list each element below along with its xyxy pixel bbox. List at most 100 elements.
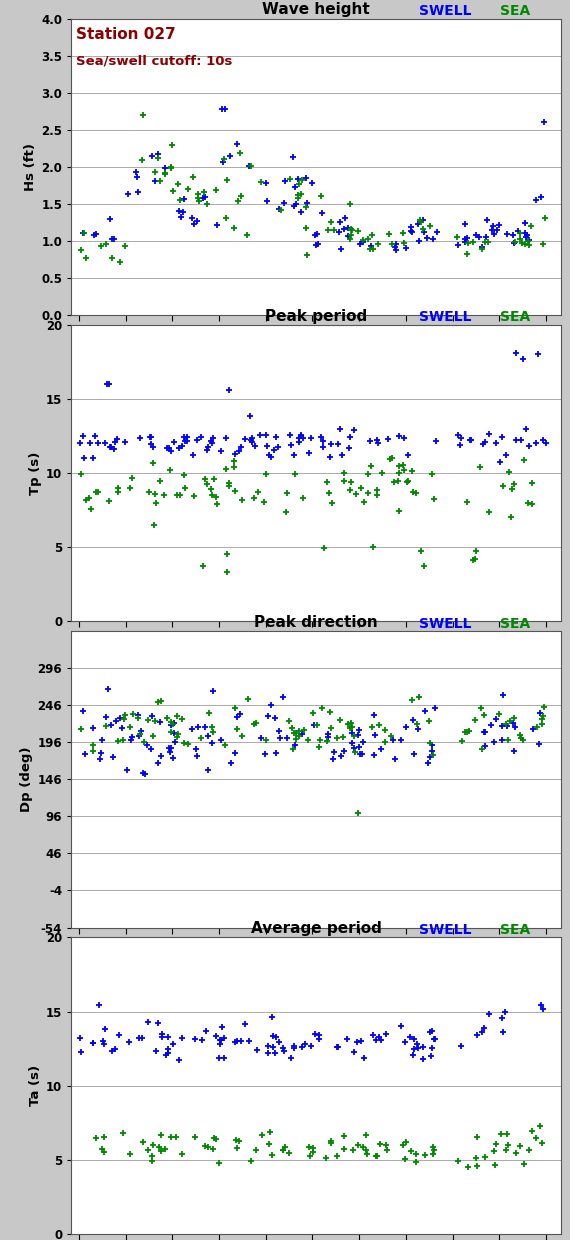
Point (222, 171, 231, 191)
Point (453, 236, 462, 255)
Point (115, 252, 124, 272)
Point (353, 724, 363, 744)
Point (463, 1157, 473, 1177)
Point (172, 486, 181, 506)
Point (484, 424, 493, 444)
Point (367, 237, 376, 257)
Point (354, 804, 363, 823)
Point (360, 492, 369, 512)
Point (209, 1128, 218, 1148)
Point (144, 1141, 153, 1161)
Point (304, 730, 313, 750)
Point (201, 1136, 210, 1156)
Point (488, 216, 498, 236)
Point (296, 202, 305, 222)
Point (88, 735, 97, 755)
Point (153, 1013, 162, 1033)
Point (498, 1008, 507, 1028)
Point (339, 1138, 348, 1158)
Point (136, 429, 145, 449)
Point (290, 735, 299, 755)
Point (408, 461, 417, 481)
Point (460, 213, 469, 233)
Point (232, 719, 241, 739)
Text: SWELL: SWELL (420, 923, 472, 937)
Point (287, 435, 296, 455)
Point (111, 1039, 120, 1059)
Point (194, 191, 203, 211)
Point (402, 1132, 411, 1152)
Point (314, 1029, 323, 1049)
Point (120, 237, 129, 257)
Point (89, 449, 98, 469)
Point (229, 456, 238, 476)
Point (431, 432, 441, 451)
Point (164, 438, 173, 458)
Point (206, 432, 215, 451)
Point (153, 144, 162, 164)
Point (250, 714, 259, 734)
Point (182, 432, 192, 451)
Point (264, 445, 274, 465)
Point (498, 1022, 507, 1042)
Point (300, 1034, 310, 1054)
Point (290, 723, 299, 743)
Point (276, 200, 286, 219)
Point (275, 722, 284, 742)
Point (351, 742, 360, 761)
Y-axis label: Tp (s): Tp (s) (28, 451, 42, 495)
Point (88, 740, 97, 760)
Point (241, 1014, 250, 1034)
Point (152, 1040, 161, 1060)
Point (173, 724, 182, 744)
Point (91, 427, 100, 446)
Point (229, 218, 238, 238)
Point (397, 730, 406, 750)
Point (174, 174, 183, 193)
Point (81, 744, 90, 764)
Point (385, 449, 394, 469)
Point (243, 689, 253, 709)
Point (407, 221, 416, 241)
Point (517, 233, 526, 253)
Point (491, 1154, 500, 1174)
Point (169, 713, 178, 733)
Point (247, 430, 256, 450)
Point (156, 1142, 165, 1162)
Point (139, 105, 148, 125)
Point (180, 465, 189, 485)
Point (428, 745, 437, 765)
Point (336, 709, 345, 729)
Point (100, 434, 109, 454)
Point (291, 193, 300, 213)
Point (502, 714, 511, 734)
Point (419, 211, 428, 231)
Point (200, 718, 209, 738)
Point (333, 728, 342, 748)
Point (148, 727, 157, 746)
Point (200, 187, 209, 207)
Point (340, 218, 349, 238)
Point (163, 1027, 172, 1047)
Point (296, 425, 306, 445)
Point (257, 728, 266, 748)
Point (161, 157, 170, 177)
Point (115, 1025, 124, 1045)
Point (309, 1137, 318, 1157)
Point (383, 429, 392, 449)
Point (279, 1140, 288, 1159)
Point (316, 186, 325, 206)
Point (318, 432, 327, 451)
Point (212, 215, 221, 234)
Point (300, 719, 309, 739)
Point (306, 1146, 315, 1166)
Point (252, 1040, 261, 1060)
Point (527, 1121, 536, 1141)
Point (420, 1146, 429, 1166)
Point (211, 1130, 220, 1149)
Point (406, 1141, 415, 1161)
Point (99, 1034, 108, 1054)
Point (510, 233, 519, 253)
Point (524, 229, 534, 249)
Point (456, 1035, 465, 1055)
